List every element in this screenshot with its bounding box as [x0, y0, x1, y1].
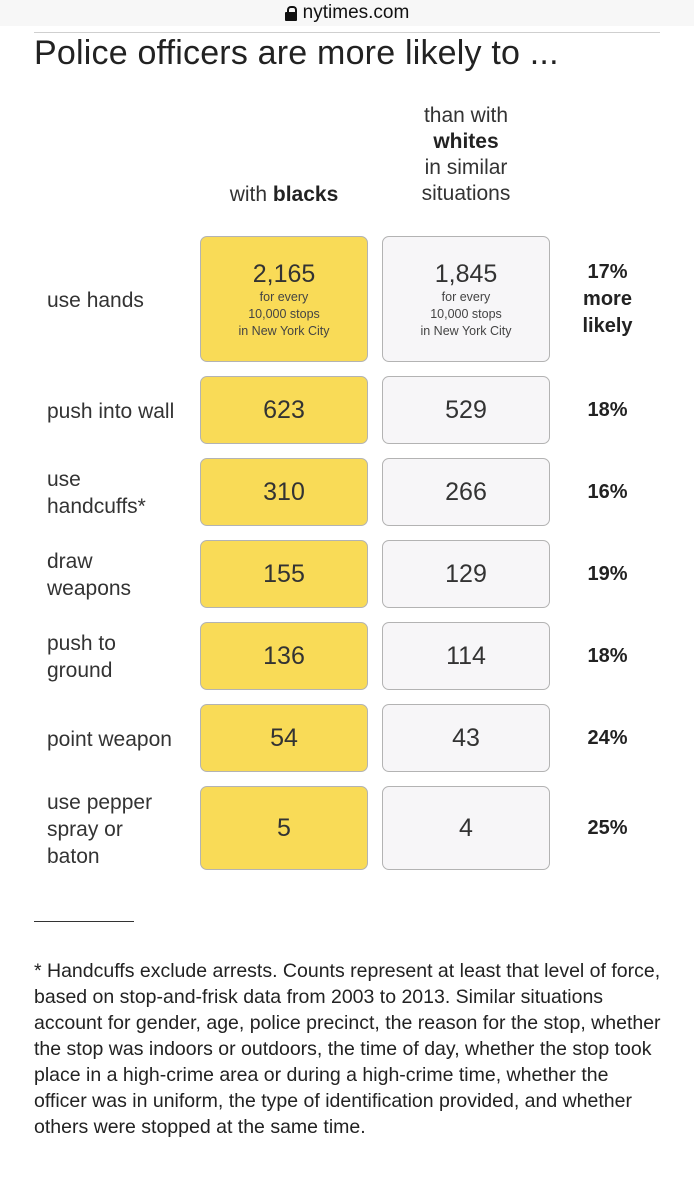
value-cell-blacks: 623	[200, 376, 368, 444]
row-label: use handcuffs*	[47, 468, 146, 518]
row-label: push into wall	[47, 399, 175, 423]
value-blacks: 136	[263, 642, 305, 670]
value-cell-whites: 4	[382, 786, 550, 870]
value-blacks: 623	[263, 396, 305, 424]
value-cell-blacks: 155	[200, 540, 368, 608]
footnote-rule	[34, 921, 134, 922]
row-label: draw weapons	[47, 550, 132, 600]
percent-more-likely: 24%	[587, 726, 628, 749]
column-header-whites: than with whites in similar situations	[421, 104, 511, 205]
value-cell-blacks: 310	[200, 458, 368, 526]
cell-note: for every 10,000 stops in New York City	[420, 289, 512, 338]
value-cell-whites: 114	[382, 622, 550, 690]
value-blacks: 5	[277, 814, 291, 842]
column-header-blacks: with blacks	[229, 183, 339, 206]
value-cell-blacks: 136	[200, 622, 368, 690]
value-whites: 529	[445, 396, 487, 424]
percent-more-likely: 18%	[587, 398, 628, 421]
value-whites: 114	[446, 642, 486, 670]
value-whites: 129	[445, 560, 487, 588]
value-cell-blacks: 5	[200, 786, 368, 870]
row-label: point weapon	[47, 727, 172, 751]
value-cell-whites: 529	[382, 376, 550, 444]
footnote-text: * Handcuffs exclude arrests. Counts repr…	[34, 960, 661, 1138]
row-label: use hands	[47, 288, 144, 312]
value-whites: 4	[459, 814, 473, 842]
row-label: use pepper spray or baton	[47, 790, 153, 868]
value-whites: 266	[445, 478, 487, 506]
value-blacks: 2,165	[252, 259, 316, 288]
value-blacks: 310	[263, 478, 305, 506]
value-cell-blacks: 54	[200, 704, 368, 772]
percent-more-likely: 17% more likely	[582, 260, 633, 337]
page-title: Police officers are more likely to ...	[34, 34, 559, 72]
value-cell-whites: 129	[382, 540, 550, 608]
browser-address-bar[interactable]: nytimes.com	[0, 0, 694, 26]
row-label: push to ground	[47, 632, 116, 682]
percent-more-likely: 16%	[587, 480, 628, 503]
percent-more-likely: 19%	[587, 562, 628, 585]
value-cell-whites: 1,845 for every 10,000 stops in New York Ci…	[382, 236, 550, 362]
value-blacks: 155	[263, 560, 305, 588]
value-whites: 1,845	[434, 259, 498, 288]
lock-icon	[284, 5, 297, 21]
value-whites: 43	[452, 724, 480, 752]
value-blacks: 54	[270, 724, 298, 752]
percent-more-likely: 18%	[587, 644, 628, 667]
value-cell-whites: 266	[382, 458, 550, 526]
value-cell-whites: 43	[382, 704, 550, 772]
value-cell-blacks: 2,165 for every 10,000 stops in New York Ci…	[200, 236, 368, 362]
cell-note: for every 10,000 stops in New York City	[238, 289, 330, 338]
percent-more-likely: 25%	[587, 816, 628, 839]
header-divider	[34, 32, 660, 33]
url-text: nytimes.com	[302, 2, 410, 23]
